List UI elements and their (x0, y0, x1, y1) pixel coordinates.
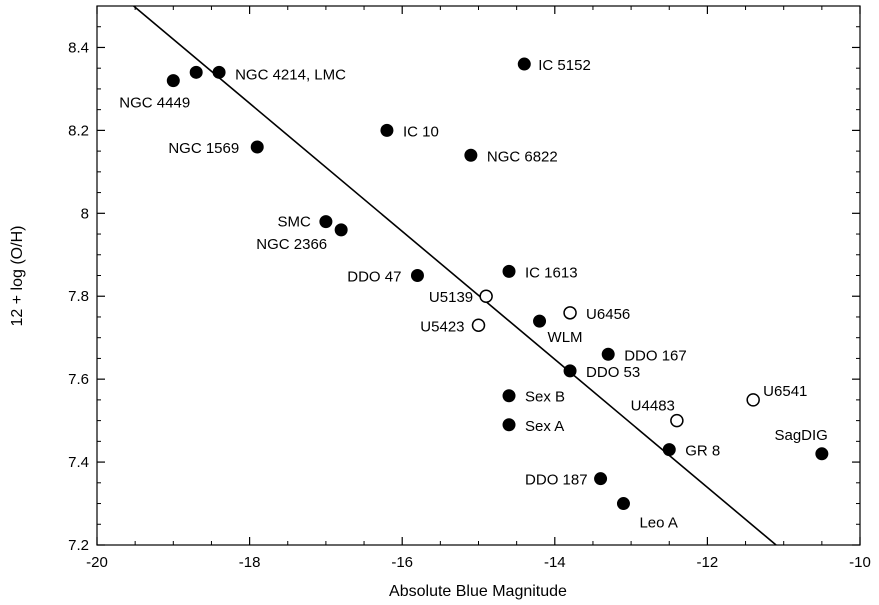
point-label: IC 5152 (538, 57, 591, 74)
y-axis-title: 12 + log (O/H) (9, 226, 26, 327)
fit-group (133, 5, 777, 546)
point-label: DDO 47 (347, 269, 401, 286)
data-point (533, 314, 547, 328)
y-tick-label: 7.2 (68, 537, 89, 554)
data-point (334, 223, 348, 237)
y-tick-label: 7.4 (68, 454, 89, 471)
point-label: IC 10 (403, 123, 439, 140)
point-label: Sex B (525, 389, 565, 406)
y-tick-label: 8.2 (68, 122, 89, 139)
point-label: NGC 2366 (256, 236, 327, 253)
fit-line (133, 5, 777, 546)
point-label: U4483 (631, 398, 675, 415)
point-label: DDO 167 (624, 347, 687, 364)
data-point (815, 447, 829, 461)
y-tick-label: 8.4 (68, 39, 89, 56)
data-point-open (479, 289, 493, 303)
plot-frame (96, 5, 861, 546)
data-point (166, 74, 180, 88)
x-tick-label: -16 (391, 554, 413, 571)
data-point (601, 347, 615, 361)
data-point (319, 215, 333, 229)
y-tick-label: 8 (81, 205, 89, 222)
point-label: NGC 1569 (168, 140, 239, 157)
data-point (517, 57, 531, 71)
point-label: SMC (278, 214, 312, 231)
data-point (212, 65, 226, 79)
point-label: GR 8 (685, 443, 720, 460)
point-label: NGC 6822 (487, 148, 558, 165)
point-label: U6541 (763, 383, 807, 400)
data-point (594, 472, 608, 486)
data-point (380, 123, 394, 137)
data-point (410, 269, 424, 282)
data-point (189, 65, 203, 79)
point-label: SagDIG (774, 427, 827, 444)
point-label: Sex A (525, 418, 564, 435)
data-point-open (670, 413, 684, 428)
data-point (502, 389, 516, 403)
point-label: DDO 187 (525, 472, 588, 489)
point-label: U5423 (420, 318, 464, 335)
data-point (502, 264, 516, 278)
point-label: NGC 4214, LMC (235, 66, 346, 83)
point-label: IC 1613 (525, 264, 578, 281)
x-axis-title: Absolute Blue Magnitude (389, 583, 567, 600)
data-point (563, 364, 577, 378)
point-label: U6456 (586, 306, 630, 323)
point-label: DDO 53 (586, 364, 640, 381)
point-label: U5139 (429, 289, 473, 306)
data-point (502, 418, 516, 432)
data-point (464, 148, 478, 162)
marks-group: NGC 4449 NGC 4214, LMC IC 5152 NGC 1569 IC 1… (119, 57, 829, 532)
data-point-open (563, 306, 577, 320)
data-point (616, 497, 630, 511)
data-point (662, 443, 676, 457)
x-tick-label: -20 (86, 554, 108, 571)
data-point-open (746, 393, 760, 407)
point-label: NGC 4449 (119, 95, 190, 112)
point-label: Leo A (639, 515, 677, 532)
y-tick-label: 7.6 (68, 371, 89, 388)
point-label: WLM (548, 329, 583, 346)
data-point-open (471, 318, 486, 333)
data-point (250, 140, 264, 154)
x-tick-label: -14 (544, 554, 566, 571)
ticks-group: -20 -18 -16 -14 -12 -10 7.2 7.4 7.6 7.8 8 8.2 8.4 (68, 5, 871, 571)
x-tick-label: -18 (239, 554, 261, 571)
x-tick-label: -10 (849, 554, 871, 571)
y-tick-label: 7.8 (68, 288, 89, 305)
x-tick-label: -12 (697, 554, 719, 571)
